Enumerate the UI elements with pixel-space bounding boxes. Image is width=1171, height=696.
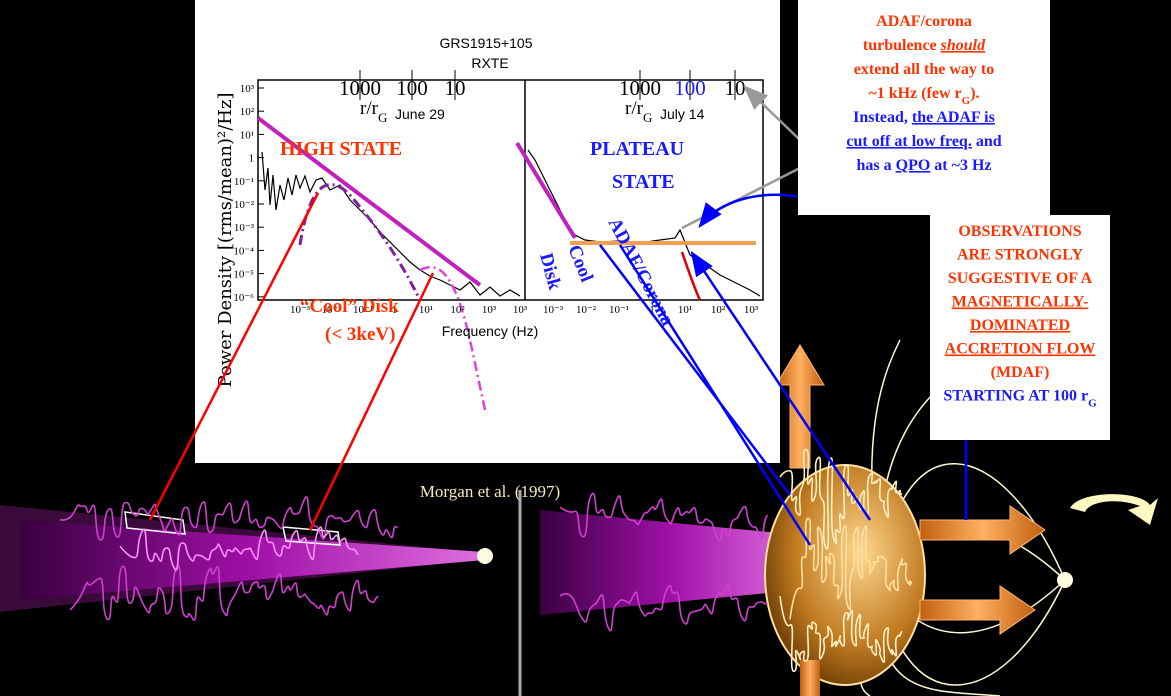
state-label: HIGH STATE: [280, 138, 402, 160]
black-hole: [1057, 572, 1073, 588]
conclusion-segment: ACCRETION FLOW: [945, 341, 1096, 358]
note-segment: ).: [970, 85, 979, 102]
note-line: cut off at low freq. and: [846, 133, 1001, 150]
citation: Morgan et al. (1997): [420, 482, 560, 501]
conclusion-line: SUGGESTIVE OF A: [948, 270, 1093, 287]
y-tick-label: 10⁻⁶: [233, 292, 254, 304]
note-segment: ADAF/corona: [876, 13, 972, 30]
note-segment: and: [972, 133, 1002, 150]
top-axis-label-main: r/r: [360, 98, 379, 119]
note-line: ADAF/corona: [876, 13, 972, 30]
note-line: turbulence should: [863, 37, 986, 54]
y-axis-label: Power Density [(rms/mean)²/Hz]: [215, 93, 236, 388]
top-axis-label-sub: G: [643, 110, 652, 125]
outflow-arrow: [776, 345, 824, 468]
figure-title: GRS1915+105: [439, 35, 532, 51]
conclusion-line: ARE STRONGLY: [957, 247, 1084, 264]
x-tick-label: 10³: [744, 304, 759, 316]
y-tick-label: 10²: [240, 106, 255, 118]
state-label: PLATEAU: [590, 138, 684, 160]
note-segment: ~1 kHz (few r: [868, 85, 961, 102]
x-tick-label: 10²: [450, 304, 465, 316]
conclusion-segment: SUGGESTIVE OF A: [948, 270, 1093, 287]
x-tick-label: 10³: [513, 304, 528, 316]
conclusion-line: (MDAF): [991, 364, 1050, 381]
x-tick-label: 10¹: [419, 304, 433, 316]
conclusion-line: ACCRETION FLOW: [945, 341, 1096, 358]
conclusion-line: OBSERVATIONS: [958, 223, 1081, 240]
panel-date: July 14: [660, 106, 705, 122]
note-segment: cut off at low freq.: [846, 133, 971, 150]
conclusion-segment: STARTING AT 100 r: [943, 388, 1088, 405]
conclusion-segment: MAGNETICALLY-: [952, 294, 1089, 311]
note-segment: should: [940, 37, 986, 54]
conclusion-segment: (MDAF): [991, 364, 1050, 381]
y-tick-label: 1: [249, 153, 255, 165]
note-segment: turbulence: [863, 37, 941, 54]
note-segment: has a: [857, 157, 896, 174]
y-tick-label: 10⁻²: [234, 199, 255, 211]
rotation-arrow: [1070, 494, 1158, 525]
note-segment: QPO: [896, 157, 931, 174]
outflow-arrow: [920, 586, 1035, 634]
disk-label: “Cool” Disk: [300, 296, 399, 317]
y-tick-label: 10¹: [240, 129, 254, 141]
conclusion-segment: G: [1088, 398, 1097, 410]
outflow-arrow: [800, 660, 820, 696]
note-line: Instead, the ADAF is: [853, 109, 995, 126]
conclusion-segment: ARE STRONGLY: [957, 247, 1084, 264]
note-segment: Instead,: [853, 109, 912, 126]
slide: GRS1915+105 RXTE Power Density [(rms/mea…: [0, 0, 1171, 696]
disk-label: (< 3keV): [325, 324, 395, 345]
conclusion-line: MAGNETICALLY-: [952, 294, 1089, 311]
y-tick-label: 10⁻¹: [234, 176, 254, 188]
y-tick-label: 10⁻³: [234, 222, 255, 234]
x-tick-label: 10⁻²: [576, 304, 597, 316]
top-axis-label-sub: G: [378, 110, 387, 125]
y-tick-label: 10⁻⁴: [233, 245, 254, 257]
note-line: extend all the way to: [854, 61, 994, 78]
panel-date: June 29: [395, 106, 445, 122]
x-tick-label: 10¹: [678, 304, 692, 316]
conclusion-segment: DOMINATED: [970, 317, 1070, 334]
note-line: has a QPO at ~3 Hz: [857, 157, 992, 174]
x-tick-label: 10³: [482, 304, 497, 316]
state-label: STATE: [612, 171, 675, 193]
x-tick-label: 10⁻¹: [609, 304, 629, 316]
y-tick-label: 10³: [240, 83, 255, 95]
note-segment: the ADAF is: [912, 109, 995, 126]
note-segment: at ~3 Hz: [930, 157, 991, 174]
y-tick-label: 10⁻⁵: [233, 269, 254, 281]
conclusion-segment: OBSERVATIONS: [958, 223, 1081, 240]
black-hole: [477, 548, 493, 564]
top-axis-label-main: r/r: [625, 98, 644, 119]
x-tick-label: 10²: [711, 304, 726, 316]
figure-subtitle: RXTE: [471, 55, 508, 71]
note-bg: [798, 0, 1050, 215]
x-tick-label: 10⁻³: [543, 304, 564, 316]
x-axis-label: Frequency (Hz): [442, 323, 538, 339]
outflow-arrow: [920, 506, 1045, 554]
note-segment: extend all the way to: [854, 61, 994, 78]
conclusion-line: DOMINATED: [970, 317, 1070, 334]
